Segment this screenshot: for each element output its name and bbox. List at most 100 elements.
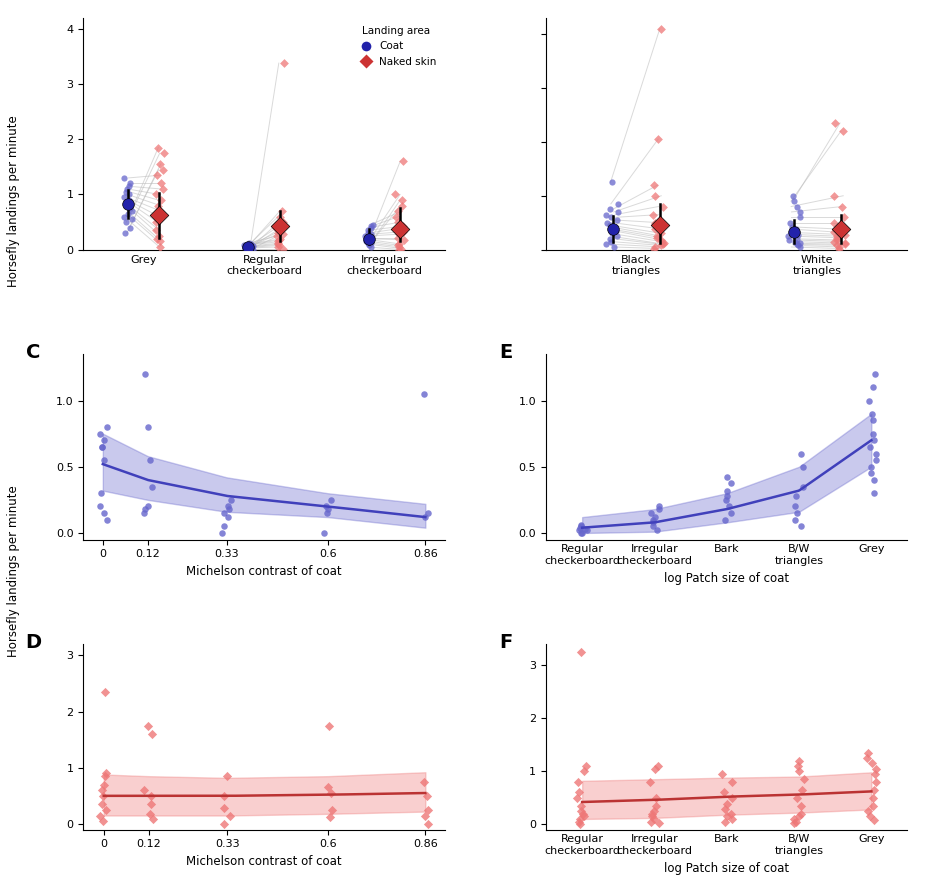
Point [645, 208, 660, 222]
Point [361, 235, 376, 250]
Point [573, 526, 588, 541]
Point [571, 785, 586, 799]
Point [648, 790, 663, 805]
Point [782, 216, 797, 230]
Point [223, 492, 238, 507]
Point [270, 235, 285, 250]
Point [419, 789, 434, 803]
Point [97, 434, 112, 448]
Point [782, 233, 796, 247]
Point [720, 809, 734, 823]
Point [145, 813, 160, 827]
Point [654, 21, 669, 36]
Point [609, 229, 624, 244]
Point [395, 193, 410, 207]
Point [571, 814, 586, 829]
Point [324, 786, 339, 800]
Point [781, 229, 795, 244]
Point [865, 407, 880, 421]
Point [359, 232, 374, 246]
Point [723, 506, 738, 520]
Point [606, 222, 620, 236]
Point [93, 500, 107, 514]
Point [788, 235, 803, 249]
Point [276, 215, 291, 229]
Point [322, 718, 337, 732]
Point [573, 645, 588, 659]
Point [648, 798, 663, 813]
Point [788, 226, 803, 240]
Point [359, 233, 374, 247]
Point [417, 774, 432, 789]
Point [866, 426, 881, 441]
Point [361, 232, 376, 246]
Point [790, 237, 805, 252]
Point [244, 237, 258, 252]
Point [364, 230, 379, 244]
Point [269, 220, 283, 235]
Point [144, 727, 159, 741]
Point [787, 812, 802, 826]
Point [391, 238, 406, 252]
Point [609, 224, 624, 238]
Point [95, 814, 110, 829]
Point [657, 236, 671, 251]
Point [867, 782, 882, 797]
Point [571, 775, 586, 789]
Point [141, 718, 156, 732]
Point [833, 222, 848, 236]
Point [269, 218, 283, 232]
Point [123, 177, 138, 191]
Point [241, 239, 256, 253]
Point [120, 197, 135, 211]
Point [217, 789, 232, 803]
Point [656, 200, 670, 214]
Point [653, 238, 668, 252]
Point [242, 235, 257, 250]
Point [647, 242, 662, 256]
Point [156, 182, 170, 196]
Point [786, 194, 801, 209]
Point [573, 817, 588, 831]
Point [125, 204, 140, 219]
Point [645, 516, 660, 530]
Point [364, 235, 379, 250]
Point [647, 216, 662, 230]
Point [718, 802, 732, 816]
Point [794, 446, 808, 460]
Point [837, 237, 852, 252]
Point [98, 685, 113, 699]
Point [275, 204, 290, 219]
Point [221, 510, 236, 524]
Point [826, 188, 841, 202]
Point [238, 239, 253, 253]
Point [603, 202, 618, 217]
Point [392, 240, 407, 254]
Text: E: E [499, 343, 512, 362]
Point [607, 222, 621, 236]
Point [244, 240, 259, 254]
Point [221, 502, 236, 516]
Point [217, 519, 232, 533]
Point [866, 380, 881, 394]
Point [832, 240, 846, 254]
Point [827, 235, 842, 249]
Point [573, 798, 588, 813]
Point [217, 506, 232, 520]
Point [607, 240, 621, 254]
Point [363, 233, 378, 247]
Point [96, 506, 111, 520]
Point [574, 518, 589, 533]
Point [599, 208, 614, 222]
Point [603, 232, 618, 246]
Point [724, 806, 739, 821]
Point [652, 816, 667, 830]
Point [96, 778, 111, 792]
Point [270, 235, 285, 249]
Point [792, 754, 807, 768]
Point [94, 440, 109, 454]
Point [826, 226, 841, 240]
Point [827, 216, 842, 230]
Point [321, 502, 336, 516]
Point [575, 806, 590, 821]
